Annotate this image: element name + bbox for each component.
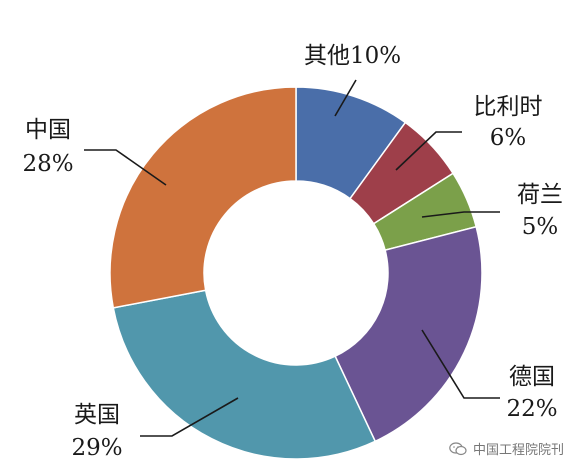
slice-label-2: 荷兰: [517, 182, 563, 208]
leader-lines-layer: [84, 79, 500, 437]
slice-3: [334, 225, 483, 443]
watermark-text: 中国工程院院刊: [472, 443, 564, 458]
slice-label-1: 比利时: [474, 94, 543, 120]
slice-percent-4: 29%: [71, 435, 122, 461]
leader-line-0: [334, 79, 357, 117]
slice-label-3: 德国: [509, 364, 555, 390]
slice-label-0: 其他10%: [304, 43, 401, 69]
slice-4: [112, 289, 377, 460]
slice-percent-3: 22%: [506, 396, 557, 422]
leader-line-2: [421, 211, 500, 218]
leader-line-5: [84, 149, 167, 186]
slice-label-5: 中国: [25, 117, 71, 143]
leader-line-1: [395, 131, 462, 171]
slice-label-4: 英国: [74, 402, 120, 428]
slice-5: [109, 86, 297, 309]
leader-line-4: [140, 397, 239, 437]
slice-percent-1: 6%: [490, 125, 527, 151]
watermark: 中国工程院院刊: [449, 439, 564, 458]
slices-layer: [109, 86, 483, 460]
labels-layer: 其他10% 比利时 6% 荷兰 5% 德国 22% 英国 29% 中国 28%: [22, 43, 563, 461]
wechat-icon: [449, 441, 467, 455]
slice-percent-5: 28%: [22, 151, 73, 177]
slice-percent-2: 5%: [522, 214, 559, 240]
leader-line-3: [421, 329, 500, 399]
